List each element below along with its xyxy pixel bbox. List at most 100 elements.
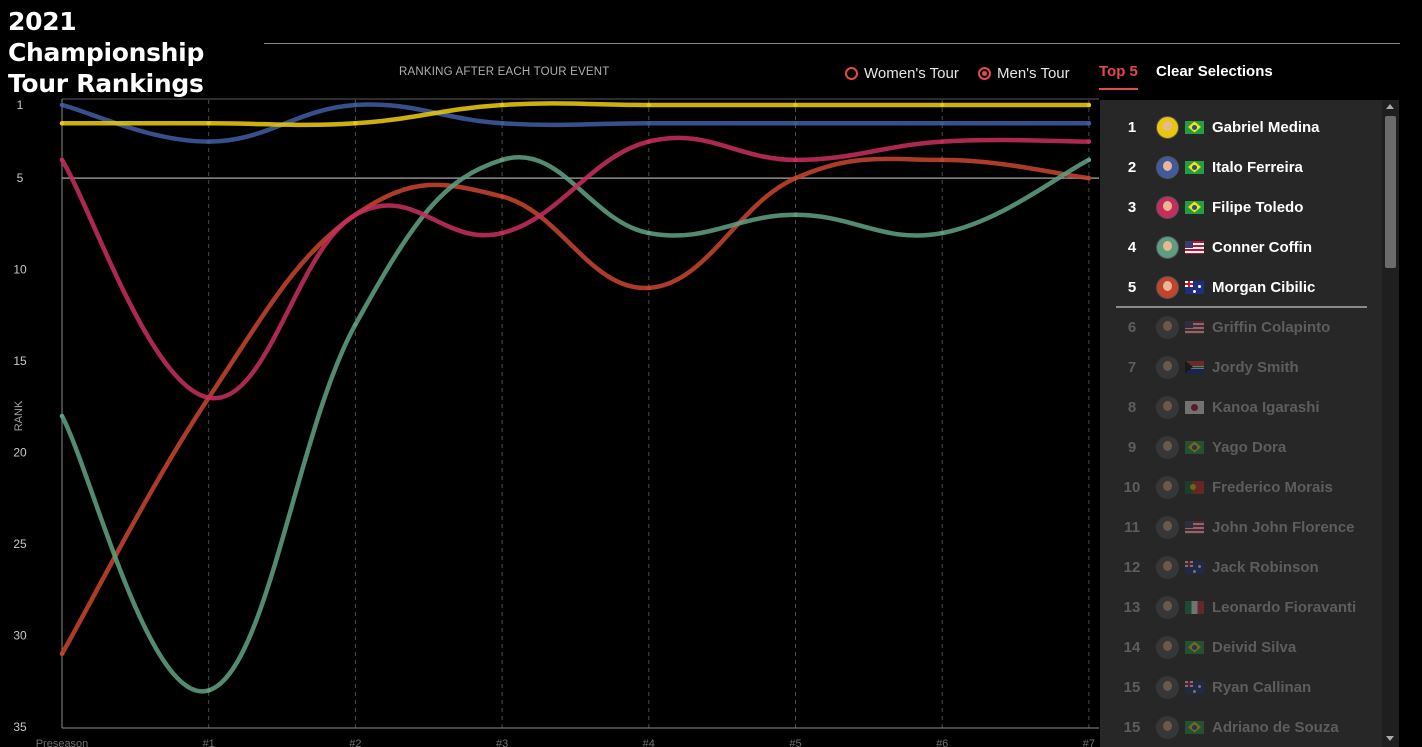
flag-icon [1185, 280, 1204, 294]
rank-number: 2 [1127, 158, 1137, 176]
ranking-row[interactable]: 13 Leonardo Fioravanti [1100, 587, 1382, 627]
rank-number: 11 [1124, 518, 1140, 536]
top5-divider [1116, 306, 1367, 308]
ranking-row[interactable]: 15 Ryan Callinan [1100, 667, 1382, 707]
data-point-gabriel-medina [499, 102, 505, 108]
radio-icon[interactable] [845, 66, 858, 80]
flag-icon [1185, 120, 1204, 134]
avatar [1156, 635, 1179, 659]
rank-number: 13 [1123, 598, 1141, 616]
avatar [1156, 435, 1179, 459]
x-tick-label: #4 [643, 738, 655, 747]
ranking-row[interactable]: 2 Italo Ferreira [1100, 147, 1382, 187]
data-point-filipe-toledo [1086, 139, 1092, 144]
surfer-name: Leonardo Fioravanti [1212, 598, 1357, 616]
ranking-row[interactable]: 11 John John Florence [1100, 507, 1382, 547]
data-point-gabriel-medina [1086, 102, 1092, 108]
surfer-name: Gabriel Medina [1212, 118, 1320, 136]
scroll-thumb[interactable] [1385, 116, 1396, 268]
avatar [1156, 195, 1179, 219]
flag-icon [1185, 680, 1204, 694]
flag-icon [1185, 720, 1204, 734]
data-point-conner-coffin [206, 688, 211, 693]
data-point-filipe-toledo [499, 230, 505, 236]
avatar [1156, 355, 1179, 379]
y-tick-label: 5 [17, 171, 24, 185]
rank-number: 7 [1127, 358, 1137, 376]
ranking-row[interactable]: 8 Kanoa Igarashi [1100, 387, 1382, 427]
surfer-name: Morgan Cibilic [1212, 278, 1316, 296]
rankings-list-panel[interactable]: 1 Gabriel Medina 2 Italo Ferreira 3 Filipe To… [1100, 100, 1399, 747]
flag-icon [1185, 560, 1204, 574]
surfer-name: Adriano de Souza [1212, 718, 1339, 736]
rank-number: 9 [1127, 438, 1137, 456]
flag-icon [1185, 440, 1204, 454]
surfer-name: John John Florence [1212, 518, 1355, 536]
ranking-row[interactable]: 10 Frederico Morais [1100, 467, 1382, 507]
rank-number: 8 [1127, 398, 1137, 416]
avatar [1156, 155, 1179, 179]
data-point-morgan-cibilic [499, 194, 505, 199]
data-point-italo-ferreira [1086, 121, 1092, 126]
y-tick-label: 1 [17, 98, 24, 112]
avatar [1156, 515, 1179, 539]
ranking-row[interactable]: 9 Yago Dora [1100, 427, 1382, 467]
data-point-gabriel-medina [206, 121, 211, 126]
title-divider [264, 43, 1400, 44]
scroll-up-icon[interactable] [1386, 104, 1394, 109]
x-tick-label: #3 [496, 738, 508, 747]
rank-number: 4 [1127, 238, 1137, 256]
ranking-row[interactable]: 15 Adriano de Souza [1100, 707, 1382, 747]
ranking-row[interactable]: 1 Gabriel Medina [1100, 107, 1382, 147]
data-point-filipe-toledo [206, 395, 211, 400]
avatar [1156, 595, 1179, 619]
surfer-name: Frederico Morais [1212, 478, 1333, 496]
ranking-row[interactable]: 5 Morgan Cibilic [1100, 267, 1382, 307]
data-point-conner-coffin [59, 413, 65, 419]
ranking-row[interactable]: 4 Conner Coffin [1100, 227, 1382, 267]
scrollbar[interactable] [1382, 100, 1399, 747]
clear-selections-button[interactable]: Clear Selections [1156, 63, 1273, 80]
radio-selected-icon[interactable] [978, 66, 991, 80]
data-point-filipe-toledo [940, 139, 945, 144]
surfer-name: Ryan Callinan [1212, 678, 1312, 696]
rank-number: 14 [1123, 638, 1141, 656]
y-tick-label: 30 [13, 629, 27, 643]
x-tick-label: #6 [936, 738, 948, 747]
rank-number: 6 [1127, 318, 1137, 336]
scroll-down-icon[interactable] [1386, 736, 1394, 741]
womens-tour-radio[interactable]: Women's Tour [845, 62, 959, 84]
x-tick-label: #2 [349, 738, 361, 747]
y-tick-label: 25 [13, 537, 27, 551]
ranking-row[interactable]: 12 Jack Robinson [1100, 547, 1382, 587]
data-point-filipe-toledo [59, 157, 65, 163]
rank-number: 3 [1127, 198, 1137, 216]
top5-button[interactable]: Top 5 [1099, 63, 1138, 90]
y-tick-label: 15 [13, 354, 27, 368]
data-point-gabriel-medina [353, 121, 358, 126]
flag-icon [1185, 520, 1204, 534]
x-tick-label: #5 [789, 738, 801, 747]
avatar [1156, 395, 1179, 419]
data-point-morgan-cibilic [940, 157, 945, 163]
data-point-gabriel-medina [793, 102, 798, 108]
data-point-morgan-cibilic [59, 651, 65, 657]
mens-tour-radio[interactable]: Men's Tour [978, 62, 1070, 84]
surfer-name: Conner Coffin [1212, 238, 1312, 256]
ranking-row[interactable]: 7 Jordy Smith [1100, 347, 1382, 387]
avatar [1156, 315, 1179, 339]
avatar [1156, 235, 1179, 259]
data-point-filipe-toledo [646, 139, 651, 144]
data-point-italo-ferreira [940, 121, 945, 126]
flag-icon [1185, 600, 1204, 614]
data-point-italo-ferreira [646, 121, 651, 126]
data-point-gabriel-medina [646, 102, 651, 108]
ranking-row[interactable]: 6 Griffin Colapinto [1100, 307, 1382, 347]
avatar [1156, 715, 1179, 739]
ranking-row[interactable]: 3 Filipe Toledo [1100, 187, 1382, 227]
surfer-name: Jordy Smith [1212, 358, 1299, 376]
ranking-row[interactable]: 14 Deivid Silva [1100, 627, 1382, 667]
surfer-name: Griffin Colapinto [1212, 318, 1331, 336]
rank-number: 12 [1123, 558, 1141, 576]
